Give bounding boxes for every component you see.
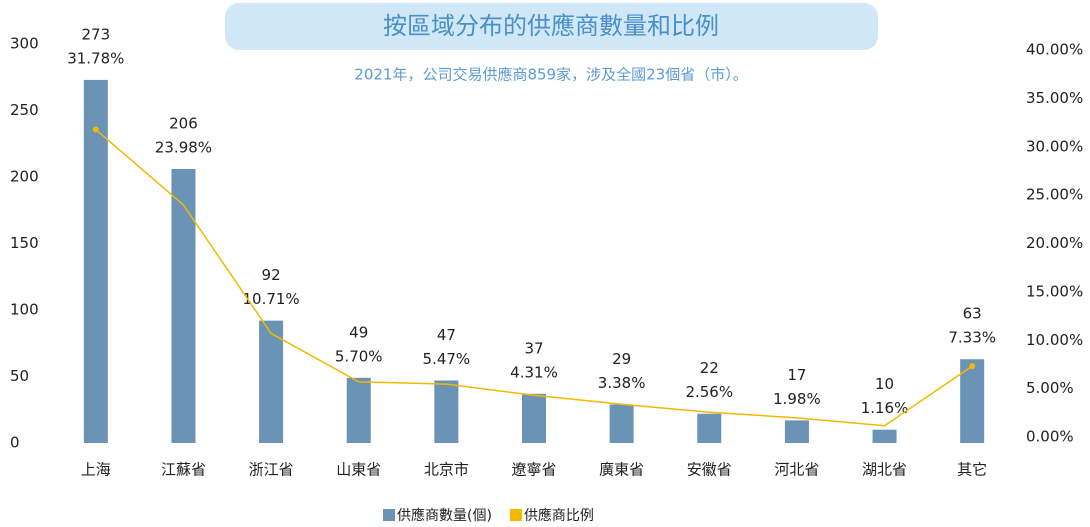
bar-value-label: 37 [524,339,543,357]
y-tick-label: 50 [10,367,29,385]
bar-value-label: 17 [787,366,806,384]
y-tick-label: 300 [10,35,39,53]
ratio-point [969,363,976,370]
bar [259,320,284,443]
bar-value-label: 47 [437,326,456,344]
x-tick-label: 其它 [957,461,987,479]
y-tick-label: 0 [10,434,20,452]
bar [346,377,371,443]
bar [434,380,459,443]
bar [960,359,985,443]
bar [784,420,809,443]
line-value-label: 10.71% [242,290,299,308]
y-tick-label: 150 [10,234,39,252]
bar-value-label: 22 [700,359,719,377]
y2-tick-label: 25.00% [1026,186,1083,204]
bar [522,393,546,443]
x-tick-label: 廣東省 [599,461,644,479]
ratio-line [95,128,973,427]
chart-title: 按區域分布的供應商數量和比例 [383,12,719,40]
y-tick-label: 100 [10,301,39,319]
line-value-label: 7.33% [948,329,996,347]
bar-value-label: 206 [169,115,198,133]
bar-value-label: 273 [81,25,110,43]
y2-tick-label: 15.00% [1026,282,1083,300]
line-value-label: 5.70% [335,347,383,365]
x-tick-label: 江蘇省 [161,461,206,479]
x-tick-label: 安徽省 [687,461,732,479]
legend-label: 供應商數量(個) [397,507,492,524]
y2-tick-label: 5.00% [1026,379,1074,397]
line-value-label: 31.78% [67,49,124,67]
bar [872,429,897,443]
y2-tick-label: 40.00% [1026,41,1083,59]
bar-value-label: 92 [262,266,281,284]
bar [609,404,634,443]
y-tick-label: 250 [10,101,39,119]
x-tick-label: 山東省 [336,461,381,479]
x-tick-label: 湖北省 [862,461,907,479]
x-tick-label: 河北省 [774,461,819,479]
line-value-label: 23.98% [155,139,212,157]
y2-tick-label: 0.00% [1026,428,1074,446]
line-value-label: 1.98% [773,390,821,408]
legend-swatch [383,509,395,521]
line-value-label: 1.16% [861,399,909,417]
line-value-label: 2.56% [685,383,733,401]
y2-tick-label: 10.00% [1026,331,1083,349]
y2-tick-label: 30.00% [1026,137,1083,155]
bar [83,79,108,443]
bar-value-label: 63 [963,305,982,323]
title-box [225,3,878,50]
chart-subtitle: 2021年，公司交易供應商859家，涉及全國23個省（市）。 [354,66,747,84]
y2-tick-label: 20.00% [1026,234,1083,252]
bar-value-label: 10 [875,375,894,393]
bar-value-label: 29 [612,350,631,368]
ratio-point [92,126,99,133]
bar [697,413,722,443]
bar-value-label: 49 [349,323,368,341]
legend-label: 供應商比例 [524,507,594,524]
x-tick-label: 北京市 [424,461,469,479]
line-value-label: 5.47% [423,350,471,368]
x-tick-label: 遼寧省 [511,461,556,479]
bar [171,169,196,443]
line-value-label: 3.38% [598,374,646,392]
line-value-label: 4.31% [510,363,558,381]
x-tick-label: 浙江省 [249,461,294,479]
y2-tick-label: 35.00% [1026,89,1083,107]
legend-swatch [509,509,522,521]
y-tick-label: 200 [10,168,39,186]
x-tick-label: 上海 [81,461,111,479]
